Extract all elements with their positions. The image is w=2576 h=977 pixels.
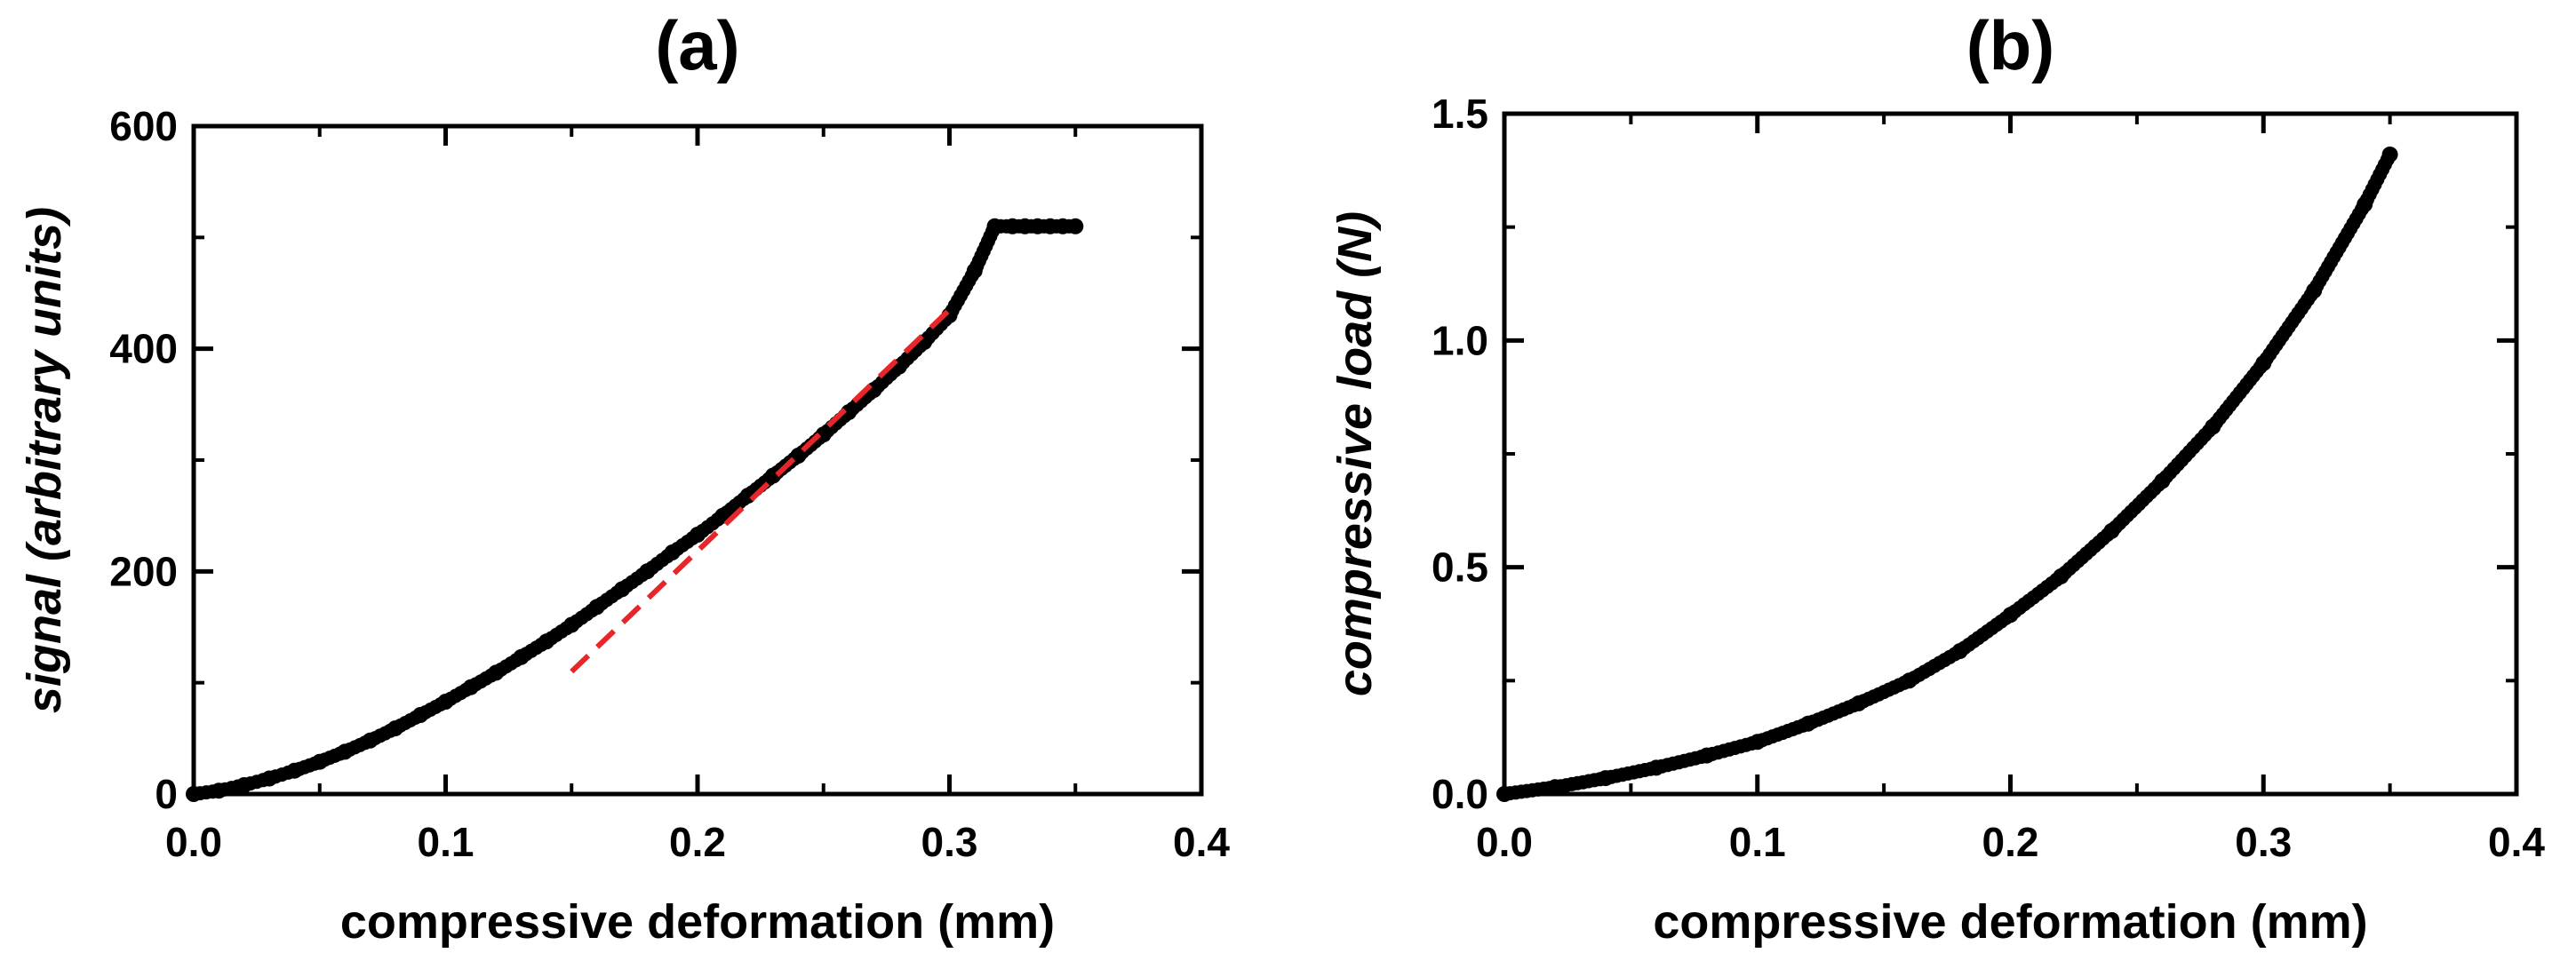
series-compressive-load	[1496, 147, 2398, 802]
panel-b-y-axis-label-units: load (N)	[1328, 211, 1382, 390]
panel-a-title: (a)	[655, 6, 739, 84]
panel-a-y-axis-label: signal (arbitrary units)	[18, 207, 71, 713]
panel-a-ticks: 0.0 0.1 0.2 0.3 0.4 0 200 400 600	[109, 103, 1230, 865]
y-tick-label: 1.0	[1432, 317, 1488, 363]
fit-line-dashed	[570, 307, 952, 674]
data-point	[1067, 218, 1084, 234]
x-tick-label: 0.3	[2235, 819, 2292, 865]
y-tick-label: 0.0	[1432, 771, 1488, 817]
y-tick-label: 0	[155, 771, 178, 817]
y-tick-label: 0.5	[1432, 544, 1488, 591]
y-tick-label: 200	[109, 548, 178, 594]
panel-a-y-axis-label-main: signal	[18, 574, 71, 713]
series-signal	[186, 218, 1084, 802]
panel-b-ticks: 0.0 0.1 0.2 0.3 0.4 0.0 0.5 1.0 1.5	[1432, 91, 2545, 865]
data-point	[2381, 147, 2398, 163]
y-tick-label: 1.5	[1432, 91, 1488, 137]
y-tick-label: 600	[109, 103, 178, 149]
x-tick-label: 0.1	[1729, 819, 1786, 865]
y-tick-label: 400	[109, 326, 178, 372]
panel-b-x-axis-label: compressive deformation (mm)	[1653, 895, 2367, 949]
panel-a-x-axis-label: compressive deformation (mm)	[340, 895, 1055, 949]
x-tick-label: 0.1	[418, 819, 475, 865]
panel-b-y-axis-label-main: compressive	[1328, 403, 1382, 696]
panel-b-y-axis-label: compressive load (N)	[1328, 211, 1382, 696]
x-tick-label: 0.4	[1173, 819, 1230, 865]
x-tick-label: 0.4	[2488, 819, 2545, 865]
x-tick-label: 0.0	[165, 819, 222, 865]
panel-b: (b) compressive deformation (mm) compres…	[1328, 6, 2545, 949]
x-tick-label: 0.3	[921, 819, 978, 865]
panel-a-y-axis-label-units: (arbitrary units)	[18, 207, 71, 561]
panel-b-series	[1496, 147, 2398, 802]
series-line	[1498, 148, 2397, 800]
x-tick-label: 0.2	[669, 819, 726, 865]
panel-a-series	[186, 218, 1084, 802]
x-tick-label: 0.2	[1982, 819, 2039, 865]
panel-b-title: (b)	[1966, 6, 2055, 84]
x-tick-label: 0.0	[1476, 819, 1533, 865]
panel-a: (a) compressive deformation (mm) signal …	[18, 6, 1230, 949]
